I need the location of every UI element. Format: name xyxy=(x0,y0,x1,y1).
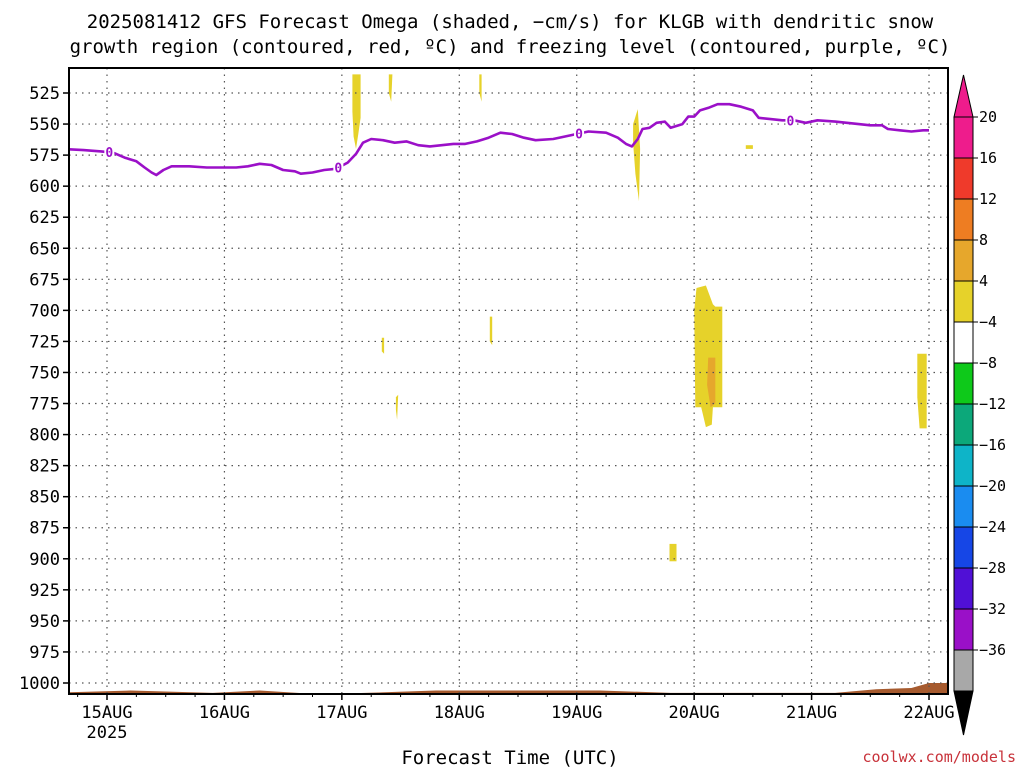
plot-frame xyxy=(68,67,949,695)
colorbar-swatch xyxy=(953,157,974,200)
omega-region-1 xyxy=(352,74,361,149)
colorbar-label: 20 xyxy=(979,108,997,126)
colorbar-swatch xyxy=(953,526,974,569)
colorbar-swatch xyxy=(953,280,974,323)
contour-label: 0 xyxy=(787,114,795,129)
x-tick-label: 17AUG xyxy=(316,703,367,723)
colorbar-label: 16 xyxy=(979,149,997,167)
colorbar-label: 12 xyxy=(979,190,997,208)
omega-region-5 xyxy=(745,145,753,149)
colorbar-under-arrow xyxy=(953,690,974,736)
y-tick-label: 825 xyxy=(29,457,60,477)
contour-label: 0 xyxy=(575,127,583,142)
y-tick-label: 625 xyxy=(29,208,60,228)
colorbar-swatch xyxy=(953,403,974,446)
y-tick-label: 675 xyxy=(29,270,60,290)
colorbar-swatch xyxy=(953,198,974,241)
colorbar-label: −32 xyxy=(979,600,1006,618)
y-tick-label: 875 xyxy=(29,519,60,539)
contour-label-bg xyxy=(785,112,796,128)
colorbar-swatch xyxy=(953,362,974,405)
y-tick-label: 650 xyxy=(29,239,60,259)
y-tick-label: 775 xyxy=(29,395,60,415)
omega-region-9 xyxy=(694,285,723,428)
omega-region-4 xyxy=(633,109,641,202)
colorbar-label: −16 xyxy=(979,436,1006,454)
x-tick-label: 18AUG xyxy=(434,703,485,723)
y-tick-label: 850 xyxy=(29,488,60,508)
contour-label-bg xyxy=(104,144,115,160)
y-tick-label: 575 xyxy=(29,146,60,166)
contour-label-bg xyxy=(333,159,344,175)
contour-layer: 0 0 0 0 xyxy=(69,102,929,177)
contour-label: 0 xyxy=(105,146,113,161)
y-tick-label: 900 xyxy=(29,550,60,570)
y-tick-label: 925 xyxy=(29,581,60,601)
grid-layer xyxy=(69,68,948,694)
x-axis-label: Forecast Time (UTC) xyxy=(401,747,618,768)
colorbar: 20 16 12 8 4 −4 −8 −12 −16 −20 −24 −28 −32 −36 xyxy=(953,74,1006,736)
colorbar-label: −4 xyxy=(979,313,997,331)
x-tick-label: 22AUG xyxy=(903,703,954,723)
x-tick-label: 21AUG xyxy=(786,703,837,723)
y-tick-label: 1000 xyxy=(19,674,60,694)
omega-region-8 xyxy=(489,316,493,346)
colorbar-label: −36 xyxy=(979,641,1006,659)
colorbar-swatch xyxy=(953,444,974,487)
y-tick-label: 525 xyxy=(29,84,60,104)
colorbar-swatch xyxy=(953,485,974,528)
y-tick-label: 800 xyxy=(29,426,60,446)
x-tick-label: 19AUG xyxy=(551,703,602,723)
colorbar-label: −24 xyxy=(979,518,1006,536)
y-tick-label: 950 xyxy=(29,612,60,632)
colorbar-label: −12 xyxy=(979,395,1006,413)
omega-region-12 xyxy=(917,353,927,429)
x-tick-label: 20AUG xyxy=(669,703,720,723)
y-tick-label: 975 xyxy=(29,643,60,663)
chart-title-line1: 2025081412 GFS Forecast Omega (shaded, −… xyxy=(87,11,934,33)
plot-fill-layer xyxy=(69,74,948,694)
colorbar-swatch xyxy=(953,116,974,159)
colorbar-label: 4 xyxy=(979,272,988,290)
x-tick-sublabel: 2025 xyxy=(87,723,128,743)
omega-region-6 xyxy=(381,337,385,354)
colorbar-over-arrow xyxy=(953,74,974,118)
y-axis: 525 550 575 600 625 650 675 700 725 750 775 800 825 8… xyxy=(19,84,69,694)
omega-region-11 xyxy=(669,543,677,562)
colorbar-label: −8 xyxy=(979,354,997,372)
omega-region-2 xyxy=(388,74,393,102)
x-tick-label: 15AUG xyxy=(81,703,132,723)
colorbar-swatch xyxy=(953,567,974,610)
colorbar-label: 8 xyxy=(979,231,988,249)
omega-region-3 xyxy=(479,74,482,102)
omega-region-10 xyxy=(707,357,716,408)
chart-title-line2: growth region (contoured, red, ºC) and f… xyxy=(70,36,951,58)
colorbar-label: −28 xyxy=(979,559,1006,577)
colorbar-swatch xyxy=(953,608,974,651)
freezing-level-line xyxy=(69,102,929,177)
y-tick-label: 600 xyxy=(29,177,60,197)
credit-text: coolwx.com/models xyxy=(862,748,1016,766)
y-tick-label: 750 xyxy=(29,363,60,383)
contour-label-bg xyxy=(574,125,585,141)
contour-label: 0 xyxy=(334,162,342,177)
colorbar-swatch xyxy=(953,649,974,692)
colorbar-swatch xyxy=(953,239,974,282)
colorbar-swatch xyxy=(953,321,974,364)
y-tick-label: 550 xyxy=(29,115,60,135)
y-tick-label: 725 xyxy=(29,332,60,352)
ground-terrain xyxy=(69,683,948,694)
x-tick-label: 16AUG xyxy=(199,703,250,723)
omega-region-7 xyxy=(395,394,399,420)
y-tick-label: 700 xyxy=(29,301,60,321)
colorbar-label: −20 xyxy=(979,477,1006,495)
